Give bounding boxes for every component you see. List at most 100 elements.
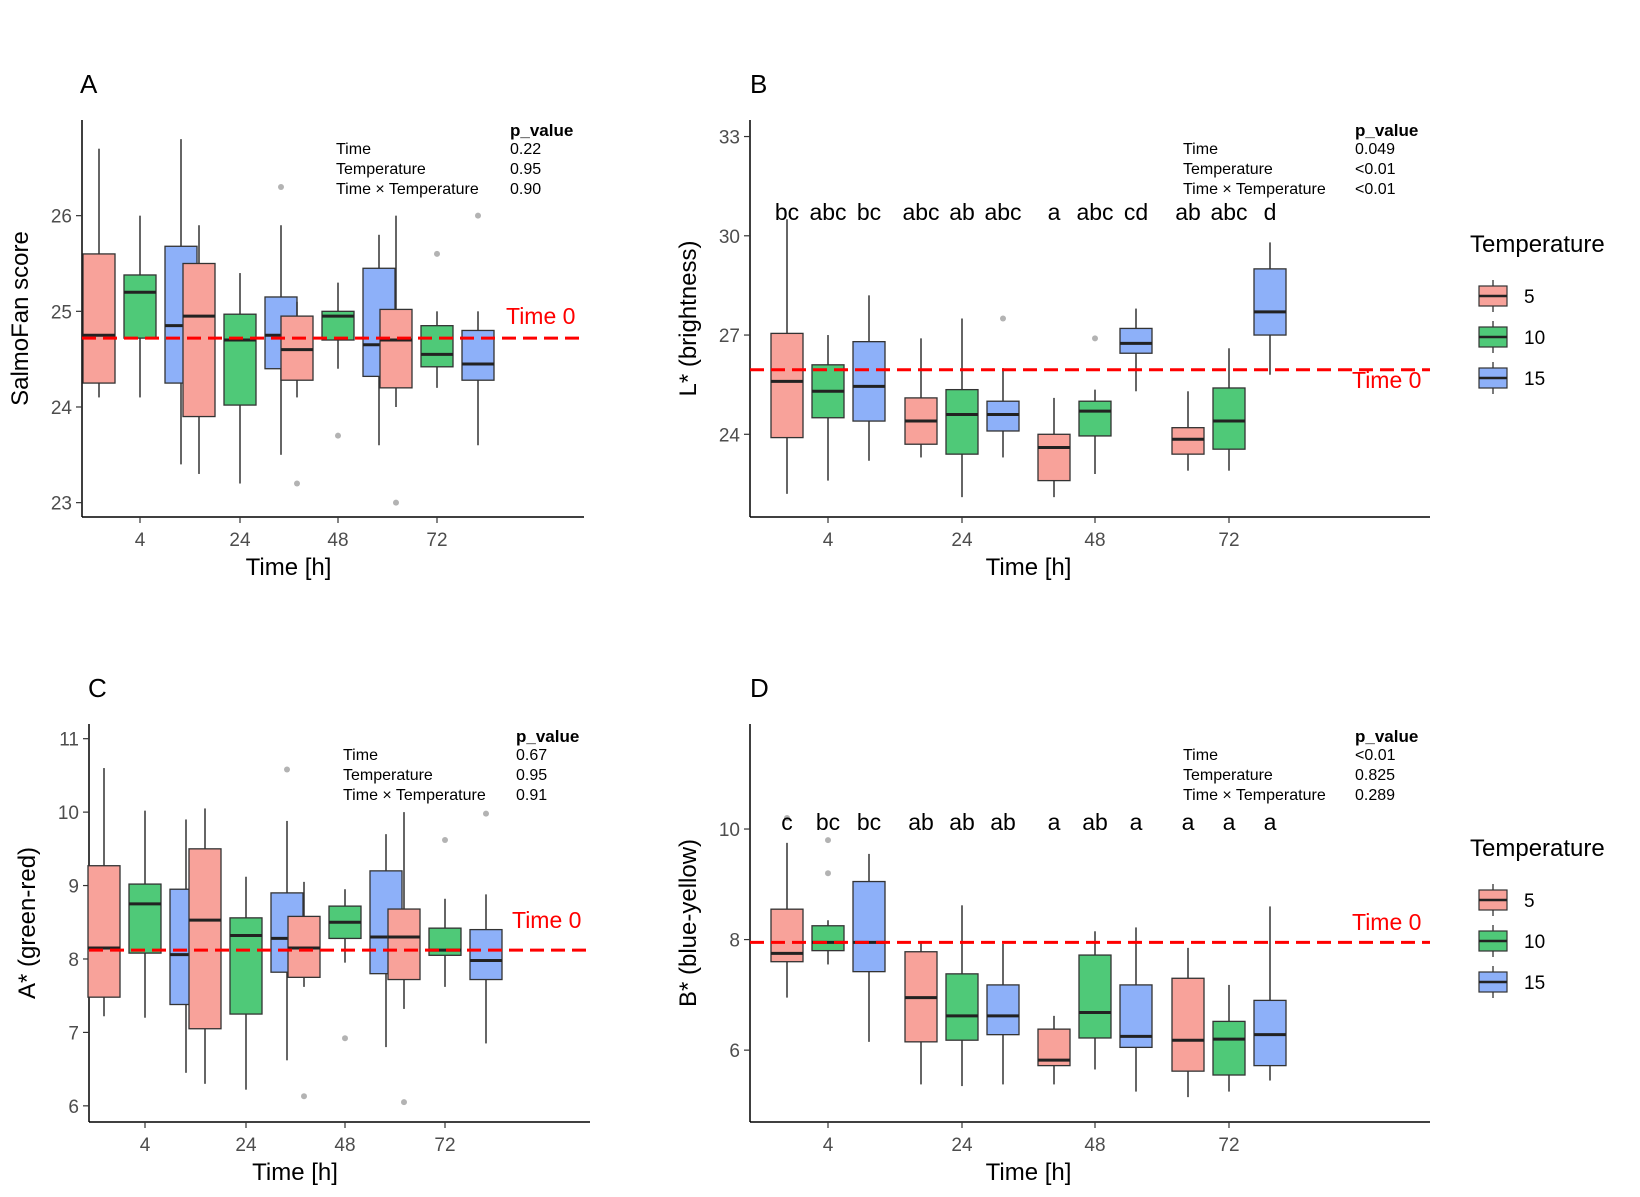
box-72h-5: [387, 812, 421, 1106]
y-tick-label: 24: [719, 425, 741, 446]
p-value: <0.01: [1355, 747, 1396, 764]
p-term: Time: [336, 141, 371, 158]
box-body: [128, 883, 162, 954]
outlier-point: [434, 250, 440, 257]
significance-letter: abc: [984, 199, 1021, 225]
box-48h-10: [1078, 931, 1112, 1070]
box-body: [1171, 977, 1205, 1072]
significance-letter: ab: [990, 809, 1016, 835]
box-body: [82, 253, 116, 384]
panel-b: B 24 27 30 33 4 24 48 72 Time [h] L* (brightness) b…: [675, 69, 1605, 581]
box-24h-15: [986, 315, 1020, 458]
x-tick-label: 4: [140, 1135, 151, 1156]
significance-letter: ab: [949, 199, 975, 225]
box-body: [852, 880, 886, 973]
significance-letter: ab: [908, 809, 934, 835]
significance-letter: a: [1130, 809, 1143, 835]
p-value: <0.01: [1355, 181, 1396, 198]
p-term: Time: [343, 747, 378, 764]
box-body: [229, 917, 263, 1015]
p-term: Temperature: [336, 161, 426, 178]
box-body: [1119, 984, 1153, 1049]
y-tick-label: 8: [729, 931, 740, 952]
box-72h-10: [1212, 984, 1246, 1092]
legend-label: 10: [1524, 328, 1545, 349]
x-axis-title: Time [h]: [252, 1159, 338, 1186]
x-tick-label: 48: [1084, 530, 1105, 551]
outlier-point: [825, 837, 831, 844]
box-4h-10: [128, 810, 162, 1018]
p-value: 0.825: [1355, 767, 1395, 784]
panel-a: A 23 24 25 26 4 24 48 72 Time [h] SalmoFan score Ti…: [7, 69, 584, 581]
significance-letter: d: [1264, 199, 1277, 225]
x-tick-label: 72: [1218, 530, 1239, 551]
panel-label: B: [750, 69, 767, 99]
box-4h-15: [852, 853, 886, 1042]
box-24h-5: [182, 225, 216, 474]
y-axis-title: L* (brightness): [675, 240, 702, 396]
significance-letter: abc: [1076, 199, 1113, 225]
significance-letter: a: [1264, 809, 1277, 835]
box-4h-10: [123, 215, 157, 398]
y-tick-label: 6: [729, 1041, 740, 1062]
significance-letter: ab: [1175, 199, 1201, 225]
significance-letter: c: [781, 809, 793, 835]
x-tick-label: 24: [951, 530, 973, 551]
y-tick-label: 11: [59, 730, 79, 751]
p-term: Temperature: [1183, 767, 1273, 784]
box-72h-5: [1171, 947, 1205, 1098]
legend: Temperature 5 10 15: [1470, 835, 1605, 998]
box-24h-5: [904, 338, 938, 458]
significance-letter: bc: [857, 199, 881, 225]
p-value: 0.90: [510, 181, 541, 198]
box-72h-15: [469, 810, 503, 1044]
p-value-table: p_value Time 0.22 Temperature 0.95 Time × Tem…: [336, 121, 573, 198]
box-body: [986, 984, 1020, 1036]
box-48h-5: [1037, 1015, 1071, 1085]
p-term: Temperature: [1183, 161, 1273, 178]
outlier-point: [1000, 315, 1006, 322]
x-axis-title: Time [h]: [986, 554, 1072, 581]
panel-c: C 6 7 8 9 10 11 4 24 48 72 Time [h] A* (green-red) Ti…: [14, 673, 590, 1186]
box-72h-10: [420, 250, 454, 388]
box-24h-10: [945, 905, 979, 1087]
box-body: [811, 925, 845, 952]
box-24h-10: [223, 273, 257, 484]
significance-letter: a: [1048, 199, 1061, 225]
x-tick-label: 24: [229, 530, 251, 551]
x-tick-label: 4: [823, 1135, 834, 1156]
p-value-header: p_value: [510, 121, 573, 140]
box-body: [945, 388, 979, 455]
legend-title: Temperature: [1470, 835, 1605, 862]
p-value: 0.95: [516, 767, 547, 784]
y-tick-label: 24: [51, 398, 73, 419]
significance-letter: bc: [816, 809, 840, 835]
box-body: [87, 865, 121, 998]
box-body: [945, 973, 979, 1041]
p-value-table: p_value Time <0.01 Temperature 0.825 Time × T…: [1183, 727, 1418, 804]
x-axis-title: Time [h]: [986, 1159, 1072, 1186]
outlier-point: [483, 810, 489, 817]
box-48h-10: [321, 282, 355, 439]
x-tick-label: 4: [135, 530, 146, 551]
x-tick-label: 24: [951, 1135, 973, 1156]
y-tick-label: 10: [719, 820, 740, 841]
legend-label: 15: [1524, 369, 1545, 390]
box-4h-10: [811, 837, 845, 965]
significance-letter: bc: [857, 809, 881, 835]
legend-title: Temperature: [1470, 231, 1605, 258]
x-tick-label: 72: [1218, 1135, 1239, 1156]
y-tick-label: 7: [68, 1023, 79, 1044]
box-24h-5: [904, 942, 938, 1085]
p-term: Time × Temperature: [1183, 787, 1326, 804]
outlier-point: [393, 499, 399, 506]
outlier-point: [335, 432, 341, 439]
y-tick-label: 8: [68, 950, 79, 971]
p-term: Time: [1183, 141, 1218, 158]
x-tick-label: 24: [235, 1135, 257, 1156]
box-body: [1212, 1020, 1246, 1076]
outlier-point: [301, 1093, 307, 1100]
y-tick-label: 26: [51, 207, 72, 228]
x-tick-label: 72: [434, 1135, 455, 1156]
